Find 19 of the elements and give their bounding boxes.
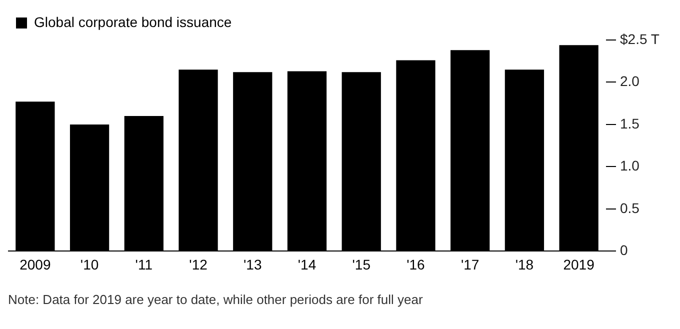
y-tick-label: 2.0 — [620, 73, 640, 90]
x-tick-label: 2019 — [563, 256, 595, 272]
x-tick-label: '12 — [189, 256, 208, 272]
x-tick-label: '15 — [352, 256, 371, 272]
x-tick-label: 2009 — [20, 256, 51, 272]
y-tick-label: 1.5 — [620, 115, 640, 132]
y-tick-label: 0 — [620, 242, 628, 258]
x-tick-label: '13 — [244, 256, 262, 272]
x-tick-label: '11 — [135, 256, 153, 272]
y-tick-label: 0.5 — [620, 200, 640, 216]
x-tick-label: '14 — [298, 256, 316, 272]
x-tick-label: '18 — [515, 256, 534, 272]
legend-label: Global corporate bond issuance — [34, 14, 232, 30]
y-tick-label: 1.0 — [620, 158, 640, 174]
x-tick-label: '16 — [406, 256, 426, 272]
x-tick-label: '17 — [460, 256, 480, 272]
y-tick-label: $2.5 T — [620, 30, 660, 47]
text: Note: Data for 2019 are year to date, while other periods are for full year — [8, 292, 424, 308]
x-tick-label: '10 — [80, 256, 99, 272]
